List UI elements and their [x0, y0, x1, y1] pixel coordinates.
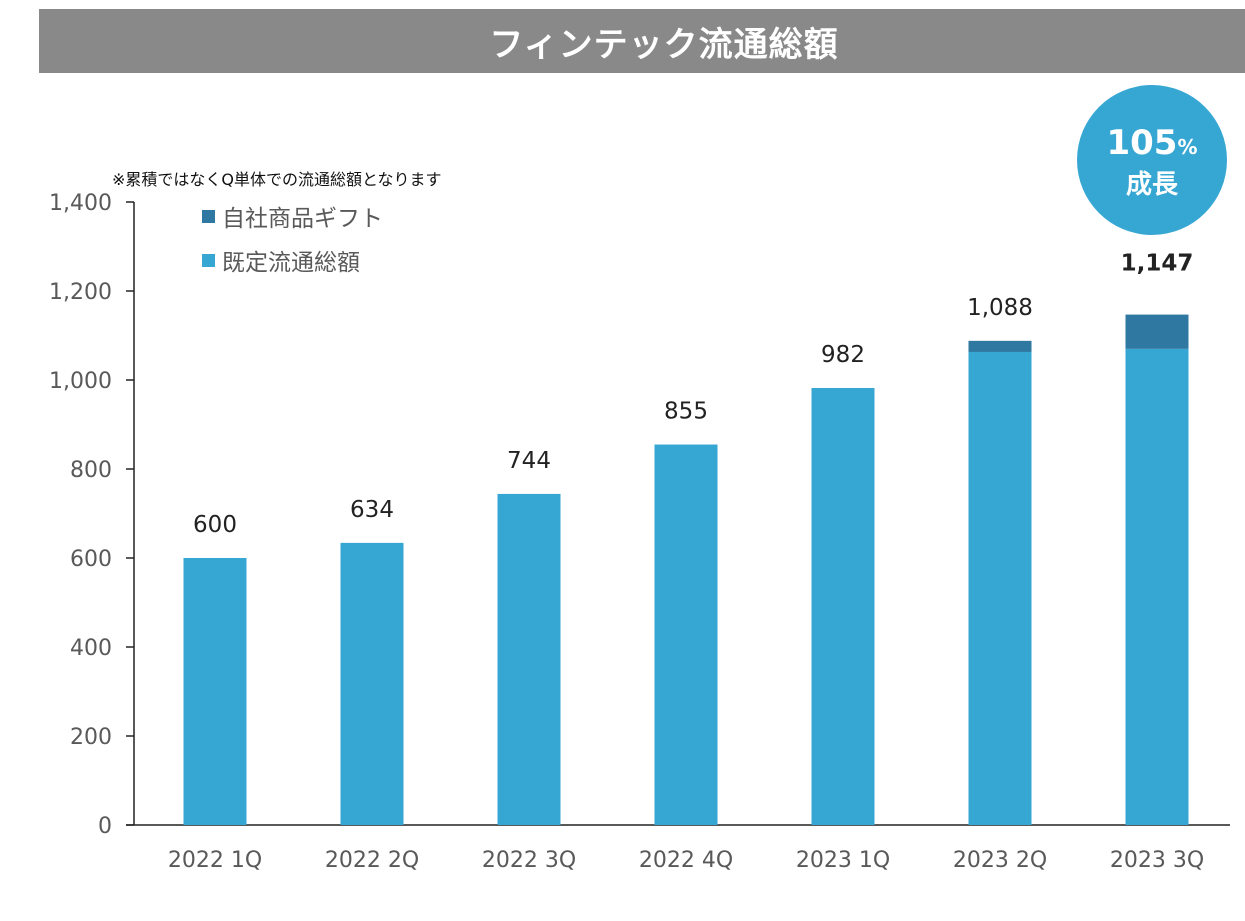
x-tick-label: 2022 3Q [482, 848, 576, 873]
bar-segment [654, 444, 718, 825]
y-tick-label: 1,400 [49, 191, 112, 216]
badge-value: 105% [1106, 123, 1197, 163]
y-tick-label: 600 [70, 547, 112, 572]
bars [183, 314, 1189, 825]
x-tick-label: 2022 1Q [168, 848, 262, 873]
badge-number: 105 [1106, 123, 1177, 163]
data-label: 634 [350, 497, 394, 523]
bar-segment [183, 558, 247, 825]
x-tick-label: 2023 2Q [953, 848, 1047, 873]
y-tick-label: 0 [98, 814, 112, 839]
bar-segment [968, 340, 1032, 352]
badge-percent: % [1177, 135, 1197, 159]
bar-segment [497, 493, 561, 825]
badge-label: 成長 [1126, 170, 1179, 200]
data-label: 982 [821, 342, 865, 368]
y-tick-label: 400 [70, 636, 112, 661]
x-tick-label: 2023 1Q [796, 848, 890, 873]
x-tick-label: 2022 4Q [639, 848, 733, 873]
y-tick-label: 1,000 [49, 369, 112, 394]
bar-segment [1125, 348, 1189, 825]
labels: 2022 1Q 600 2022 2Q 634 2022 3Q 744 2022 4Q 855… [168, 251, 1204, 873]
y-tick-label: 200 [70, 725, 112, 750]
bar-segment [340, 542, 404, 825]
data-label: 855 [664, 399, 708, 425]
badge-circle [1077, 85, 1227, 235]
axes: 0 200 400 600 800 1,000 1,200 1,400 [49, 191, 1230, 839]
x-tick-label: 2022 2Q [325, 848, 419, 873]
bar-segment [811, 388, 875, 825]
chart-title: フィンテック流通総額 [489, 24, 839, 65]
legend-label: 既定流通総額 [222, 250, 360, 276]
data-label: 1,147 [1121, 251, 1194, 277]
y-tick-label: 800 [70, 458, 112, 483]
y-tick-label: 1,200 [49, 280, 112, 305]
legend-label: 自社商品ギフト [222, 206, 383, 232]
growth-badge: 105% 成長 [1077, 85, 1227, 235]
legend-swatch [202, 254, 215, 267]
x-tick-label: 2023 3Q [1110, 848, 1204, 873]
bar-segment [968, 351, 1032, 825]
legend-swatch [202, 210, 215, 223]
bar-segment [1125, 314, 1189, 349]
data-label: 600 [193, 512, 237, 538]
chart-note: ※累積ではなくQ単体での流通総額となります [112, 170, 442, 189]
title-bar: フィンテック流通総額 [39, 9, 1245, 73]
data-label: 1,088 [967, 295, 1033, 321]
data-label: 744 [507, 448, 551, 474]
